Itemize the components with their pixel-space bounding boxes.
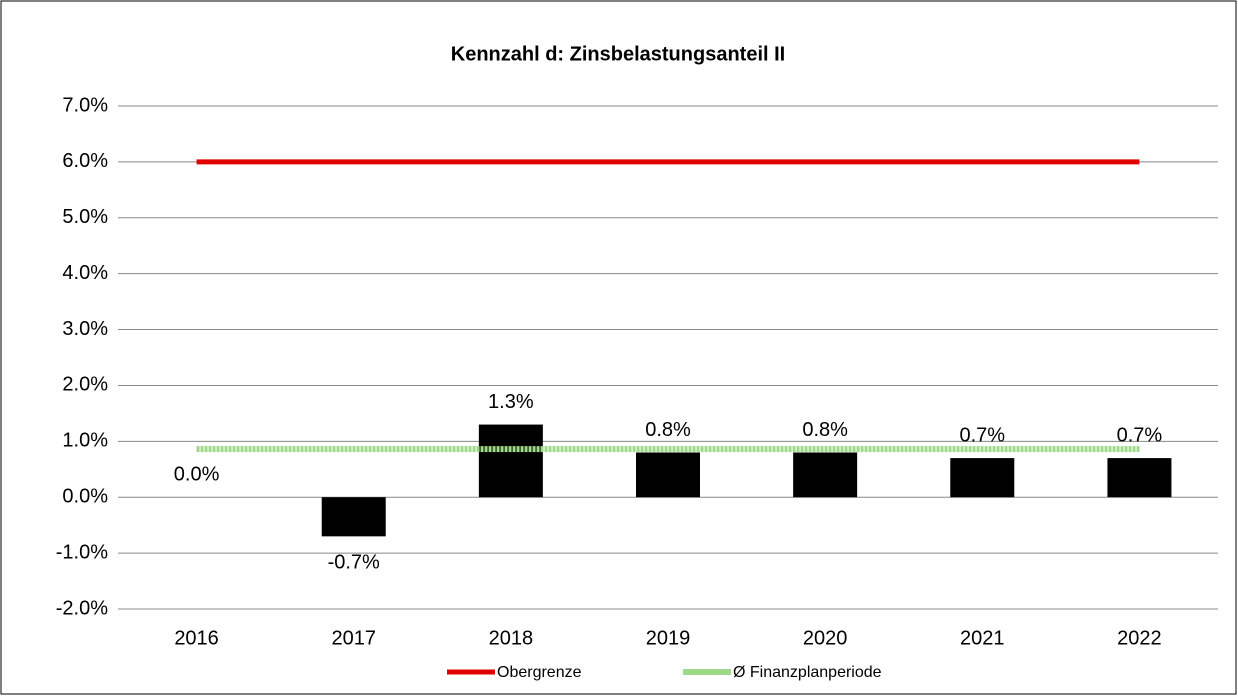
- data-label: 0.7%: [959, 424, 1005, 446]
- data-label: 1.3%: [488, 391, 534, 413]
- data-label: 0.8%: [802, 419, 848, 441]
- x-tick-label: 2016: [174, 627, 219, 649]
- data-label: 0.0%: [174, 464, 220, 486]
- bar: [636, 452, 700, 498]
- y-tick-label: 6.0%: [62, 150, 108, 172]
- x-tick-label: 2020: [803, 627, 848, 649]
- y-tick-label: 0.0%: [62, 486, 108, 508]
- y-tick-label: 4.0%: [62, 262, 108, 284]
- data-label: -0.7%: [328, 552, 380, 574]
- x-tick-label: 2017: [331, 627, 376, 649]
- y-tick-label: 1.0%: [62, 430, 108, 452]
- bar: [950, 458, 1015, 498]
- y-tick-label: 5.0%: [62, 206, 108, 228]
- data-label: 0.7%: [1117, 424, 1163, 446]
- y-tick-label: 2.0%: [62, 374, 108, 396]
- y-tick-label: 7.0%: [62, 94, 108, 116]
- y-tick-label: 3.0%: [62, 318, 108, 340]
- bar: [321, 497, 386, 537]
- y-tick-label: -2.0%: [56, 597, 108, 619]
- bar: [478, 424, 543, 498]
- x-tick-label: 2021: [960, 627, 1005, 649]
- legend-label: Ø Finanzplanperiode: [733, 664, 882, 681]
- bar: [793, 452, 858, 498]
- legend-label: Obergrenze: [497, 664, 582, 681]
- bar: [1107, 458, 1172, 498]
- x-tick-label: 2019: [646, 627, 691, 649]
- x-tick-label: 2018: [489, 627, 534, 649]
- y-tick-label: -1.0%: [56, 541, 108, 563]
- x-tick-label: 2022: [1117, 627, 1162, 649]
- chart-title: Kennzahl d: Zinsbelastungsanteil II: [451, 43, 785, 65]
- data-label: 0.8%: [645, 419, 691, 441]
